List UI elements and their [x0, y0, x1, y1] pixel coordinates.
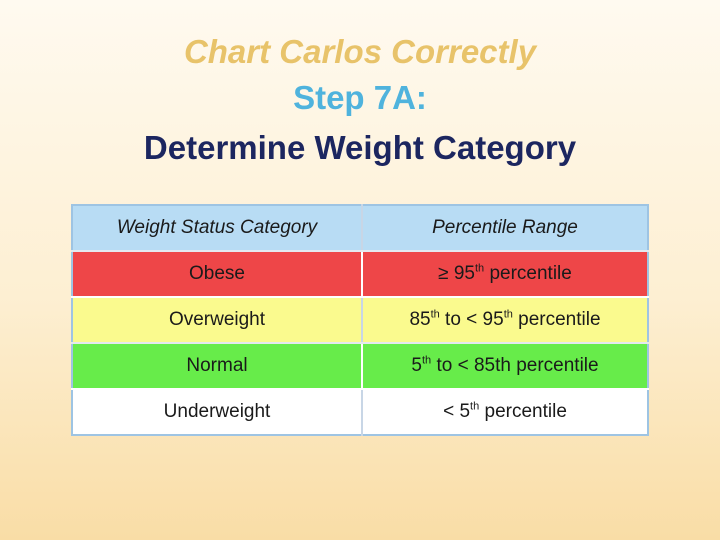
category-cell: Obese [72, 251, 363, 298]
weight-category-table: Weight Status Category Percentile Range … [71, 204, 649, 436]
header-percentile-range: Percentile Range [362, 205, 648, 252]
table-row: Underweight < 5th percentile [72, 389, 648, 435]
category-cell: Underweight [72, 389, 363, 435]
table-row: Overweight 85th to < 95th percentile [72, 297, 648, 344]
range-cell: 5th to < 85th percentile [362, 343, 648, 390]
range-cell: ≥ 95th percentile [362, 251, 648, 298]
title-line-1: Chart Carlos Correctly [183, 33, 537, 70]
table-row: Normal 5th to < 85th percentile [72, 343, 648, 390]
range-cell: < 5th percentile [362, 389, 648, 435]
title-line-2: Step 7A: [293, 79, 427, 116]
header-weight-status: Weight Status Category [72, 205, 363, 252]
category-cell: Normal [72, 343, 363, 390]
category-cell: Overweight [72, 297, 363, 344]
title-line-3: Determine Weight Category [143, 129, 577, 166]
table-row: Obese ≥ 95th percentile [72, 251, 648, 298]
table-header-row: Weight Status Category Percentile Range [72, 205, 648, 252]
range-cell: 85th to < 95th percentile [362, 297, 648, 344]
